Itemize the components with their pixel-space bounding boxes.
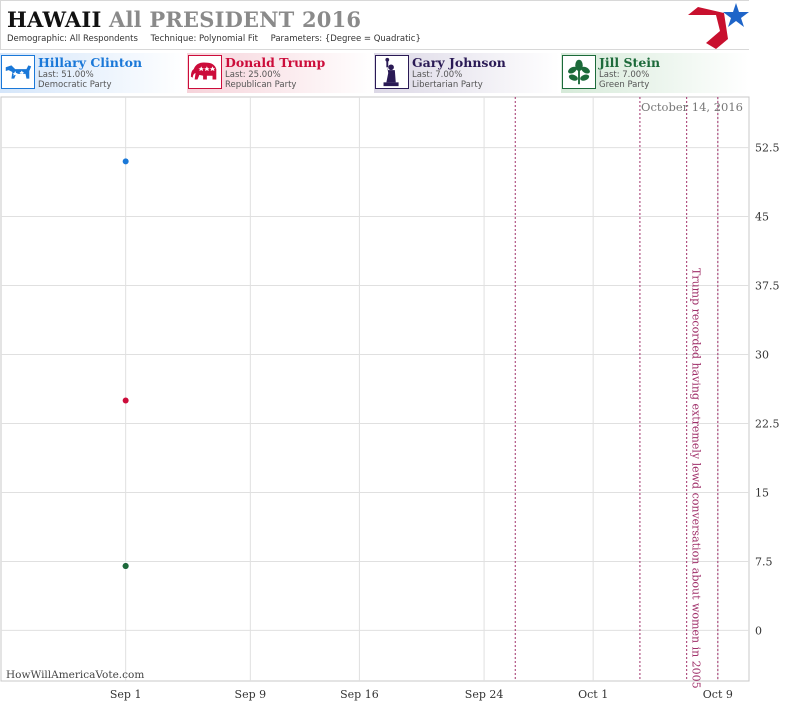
y-tick-label: 15 — [755, 486, 769, 499]
candidate-card-stein[interactable]: Jill Stein Last: 7.00% Green Party — [561, 53, 749, 93]
race-name: All PRESIDENT 2016 — [109, 7, 362, 32]
candidate-name-stein: Jill Stein — [599, 55, 661, 70]
plot-area — [0, 96, 750, 682]
parameters-label: Parameters: — [270, 34, 323, 44]
x-tick-label: Oct 9 — [703, 688, 733, 701]
candidate-legend: Hillary Clinton Last: 51.00% Democratic … — [0, 53, 749, 93]
candidate-card-trump[interactable]: Donald Trump Last: 25.00% Republican Par… — [187, 53, 373, 93]
y-tick-label: 45 — [755, 211, 769, 224]
candidate-party-trump: Republican Party — [225, 80, 297, 90]
candidate-card-johnson[interactable]: Gary Johnson Last: 7.00% Libertarian Par… — [374, 53, 560, 93]
parameters-info: Parameters: {Degree = Quadratic} — [271, 34, 421, 44]
candidate-name-clinton: Hillary Clinton — [38, 55, 143, 70]
candidate-last-johnson: Last: 7.00% — [412, 70, 463, 80]
x-tick-label: Sep 9 — [235, 688, 267, 701]
candidate-party-stein: Green Party — [599, 80, 650, 90]
data-point[interactable] — [122, 563, 129, 570]
elephant-icon — [188, 55, 222, 89]
candidate-name-trump: Donald Trump — [225, 55, 326, 70]
candidate-last-trump: Last: 25.00% — [225, 70, 281, 80]
event-annotation: Trump recorded having extremely lewd con… — [690, 268, 703, 689]
parameters-value: {Degree = Quadratic} — [324, 34, 421, 44]
star-flag-logo-icon — [688, 3, 749, 49]
data-point[interactable] — [122, 158, 129, 165]
candidate-last-clinton: Last: 51.00% — [38, 70, 94, 80]
technique-value: Polynomial Fit — [199, 34, 258, 44]
green-leaf-icon — [562, 55, 596, 89]
candidate-party-clinton: Democratic Party — [38, 80, 112, 90]
statue-of-liberty-icon — [375, 55, 409, 89]
chart-header: HAWAII All PRESIDENT 2016 Demographic: A… — [0, 0, 749, 50]
poll-chart: Trump recorded having extremely lewd con… — [0, 96, 780, 701]
y-tick-label: 37.5 — [755, 280, 780, 293]
data-point[interactable] — [122, 397, 129, 404]
demographic-info: Demographic: All Respondents — [7, 34, 138, 44]
y-tick-label: 22.5 — [755, 417, 780, 430]
x-tick-label: Sep 16 — [340, 688, 379, 701]
x-tick-label: Sep 24 — [465, 688, 504, 701]
x-tick-label: Oct 1 — [578, 688, 608, 701]
technique-label: Technique: — [150, 34, 197, 44]
parameters-bar: Demographic: All Respondents Technique: … — [7, 34, 431, 44]
y-tick-label: 30 — [755, 349, 769, 362]
donkey-icon — [1, 55, 35, 89]
y-tick-label: 0 — [755, 624, 762, 637]
state-name: HAWAII — [7, 7, 102, 32]
demographic-value: All Respondents — [69, 34, 138, 44]
watermark: HowWillAmericaVote.com — [6, 669, 144, 681]
candidate-card-clinton[interactable]: Hillary Clinton Last: 51.00% Democratic … — [0, 53, 186, 93]
demographic-label: Demographic: — [7, 34, 68, 44]
candidate-last-stein: Last: 7.00% — [599, 70, 650, 80]
date-label: October 14, 2016 — [641, 100, 743, 114]
candidate-name-johnson: Gary Johnson — [412, 55, 506, 70]
page-title: HAWAII All PRESIDENT 2016 — [7, 7, 361, 32]
technique-info: Technique: Polynomial Fit — [151, 34, 258, 44]
candidate-party-johnson: Libertarian Party — [412, 80, 483, 90]
y-tick-label: 7.5 — [755, 555, 773, 568]
x-tick-label: Sep 1 — [110, 688, 142, 701]
y-tick-label: 52.5 — [755, 142, 780, 155]
